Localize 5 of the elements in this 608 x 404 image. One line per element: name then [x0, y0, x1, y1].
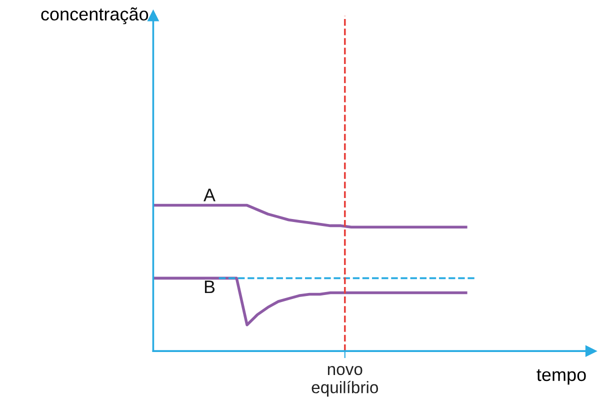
- text: novo equilíbrio: [312, 366, 378, 397]
- series-label: A: [204, 188, 216, 202]
- text: concentração: [41, 7, 148, 24]
- series-label: B: [204, 280, 215, 294]
- x-axis-title: tempo: [536, 369, 586, 385]
